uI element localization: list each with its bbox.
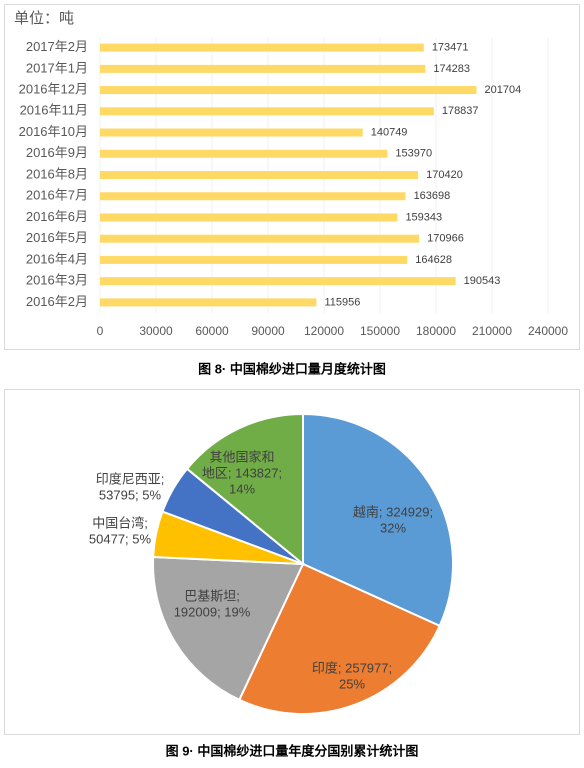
data-label: 32% — [380, 520, 406, 535]
bar — [100, 64, 426, 73]
data-label: 53795; 5% — [99, 487, 162, 502]
y-tick-label: 2016年8月 — [26, 166, 88, 181]
y-tick-label: 2016年2月 — [26, 294, 88, 309]
pie-slice — [237, 562, 441, 715]
data-label: 164628 — [415, 254, 452, 266]
bar — [100, 107, 434, 116]
data-label: 14% — [229, 481, 255, 496]
y-tick-label: 2016年10月 — [19, 124, 88, 139]
y-tick-label: 2016年9月 — [26, 145, 88, 160]
data-label: 201704 — [485, 84, 522, 96]
y-tick-label: 2016年7月 — [26, 188, 88, 203]
data-label: 50477; 5% — [89, 531, 152, 546]
x-tick-label: 150000 — [360, 324, 400, 338]
x-tick-label: 240000 — [528, 324, 568, 338]
y-tick-label: 2016年12月 — [19, 82, 88, 97]
x-tick-label: 60000 — [195, 324, 229, 338]
pie-slice — [152, 555, 305, 702]
x-tick-label: 120000 — [304, 324, 344, 338]
x-tick-label: 210000 — [472, 324, 512, 338]
x-tick-label: 180000 — [416, 324, 456, 338]
bar — [100, 86, 477, 95]
bar — [100, 128, 363, 137]
bar — [100, 171, 419, 179]
data-label: 170420 — [426, 169, 463, 181]
data-label: 190543 — [464, 275, 501, 287]
data-label: 巴基斯坦; — [184, 588, 240, 603]
bar — [100, 192, 406, 201]
pie-slice — [185, 412, 304, 567]
data-label: 173471 — [432, 42, 469, 54]
y-tick-label: 2016年6月 — [26, 209, 88, 224]
data-label: 25% — [339, 676, 365, 691]
bar — [100, 277, 456, 286]
y-tick-label: 2016年3月 — [26, 273, 88, 288]
data-label: 印度尼西亚; — [96, 471, 165, 486]
bar — [100, 213, 398, 222]
bar — [100, 298, 317, 307]
data-label: 192009; 19% — [174, 604, 251, 619]
bar — [100, 255, 408, 264]
caption: 图 9· 中国棉纱进口量年度分国别累计统计图 — [166, 743, 419, 758]
bar — [100, 149, 388, 158]
data-label: 140749 — [371, 126, 408, 138]
data-label: 越南; 324929; — [353, 504, 433, 519]
data-label: 174283 — [433, 63, 470, 75]
data-label: 地区; 143827; — [202, 465, 282, 480]
y-tick-label: 2017年1月 — [26, 60, 88, 75]
data-label: 中国台湾; — [92, 515, 148, 530]
bar — [100, 43, 424, 52]
x-tick-label: 0 — [97, 324, 104, 338]
data-label: 170966 — [427, 233, 464, 245]
data-label: 163698 — [414, 190, 451, 202]
data-label: 印度; 257977; — [312, 660, 392, 675]
y-tick-label: 2016年5月 — [26, 230, 88, 245]
pie-slice — [302, 412, 454, 628]
y-tick-label: 2017年2月 — [26, 39, 88, 54]
y-tick-label: 2016年11月 — [20, 103, 88, 118]
data-label: 159343 — [405, 211, 442, 223]
data-label: 153970 — [395, 148, 432, 160]
bar — [100, 234, 420, 243]
data-label: 115956 — [324, 296, 360, 308]
data-label: 178837 — [442, 105, 479, 117]
y-tick-label: 2016年4月 — [26, 251, 88, 266]
x-tick-label: 90000 — [251, 324, 285, 338]
x-tick-label: 30000 — [139, 324, 173, 338]
caption: 图 8· 中国棉纱进口量月度统计图 — [198, 361, 386, 376]
unit-label: 单位：吨 — [14, 10, 74, 27]
data-label: 其他国家和 — [209, 449, 274, 464]
